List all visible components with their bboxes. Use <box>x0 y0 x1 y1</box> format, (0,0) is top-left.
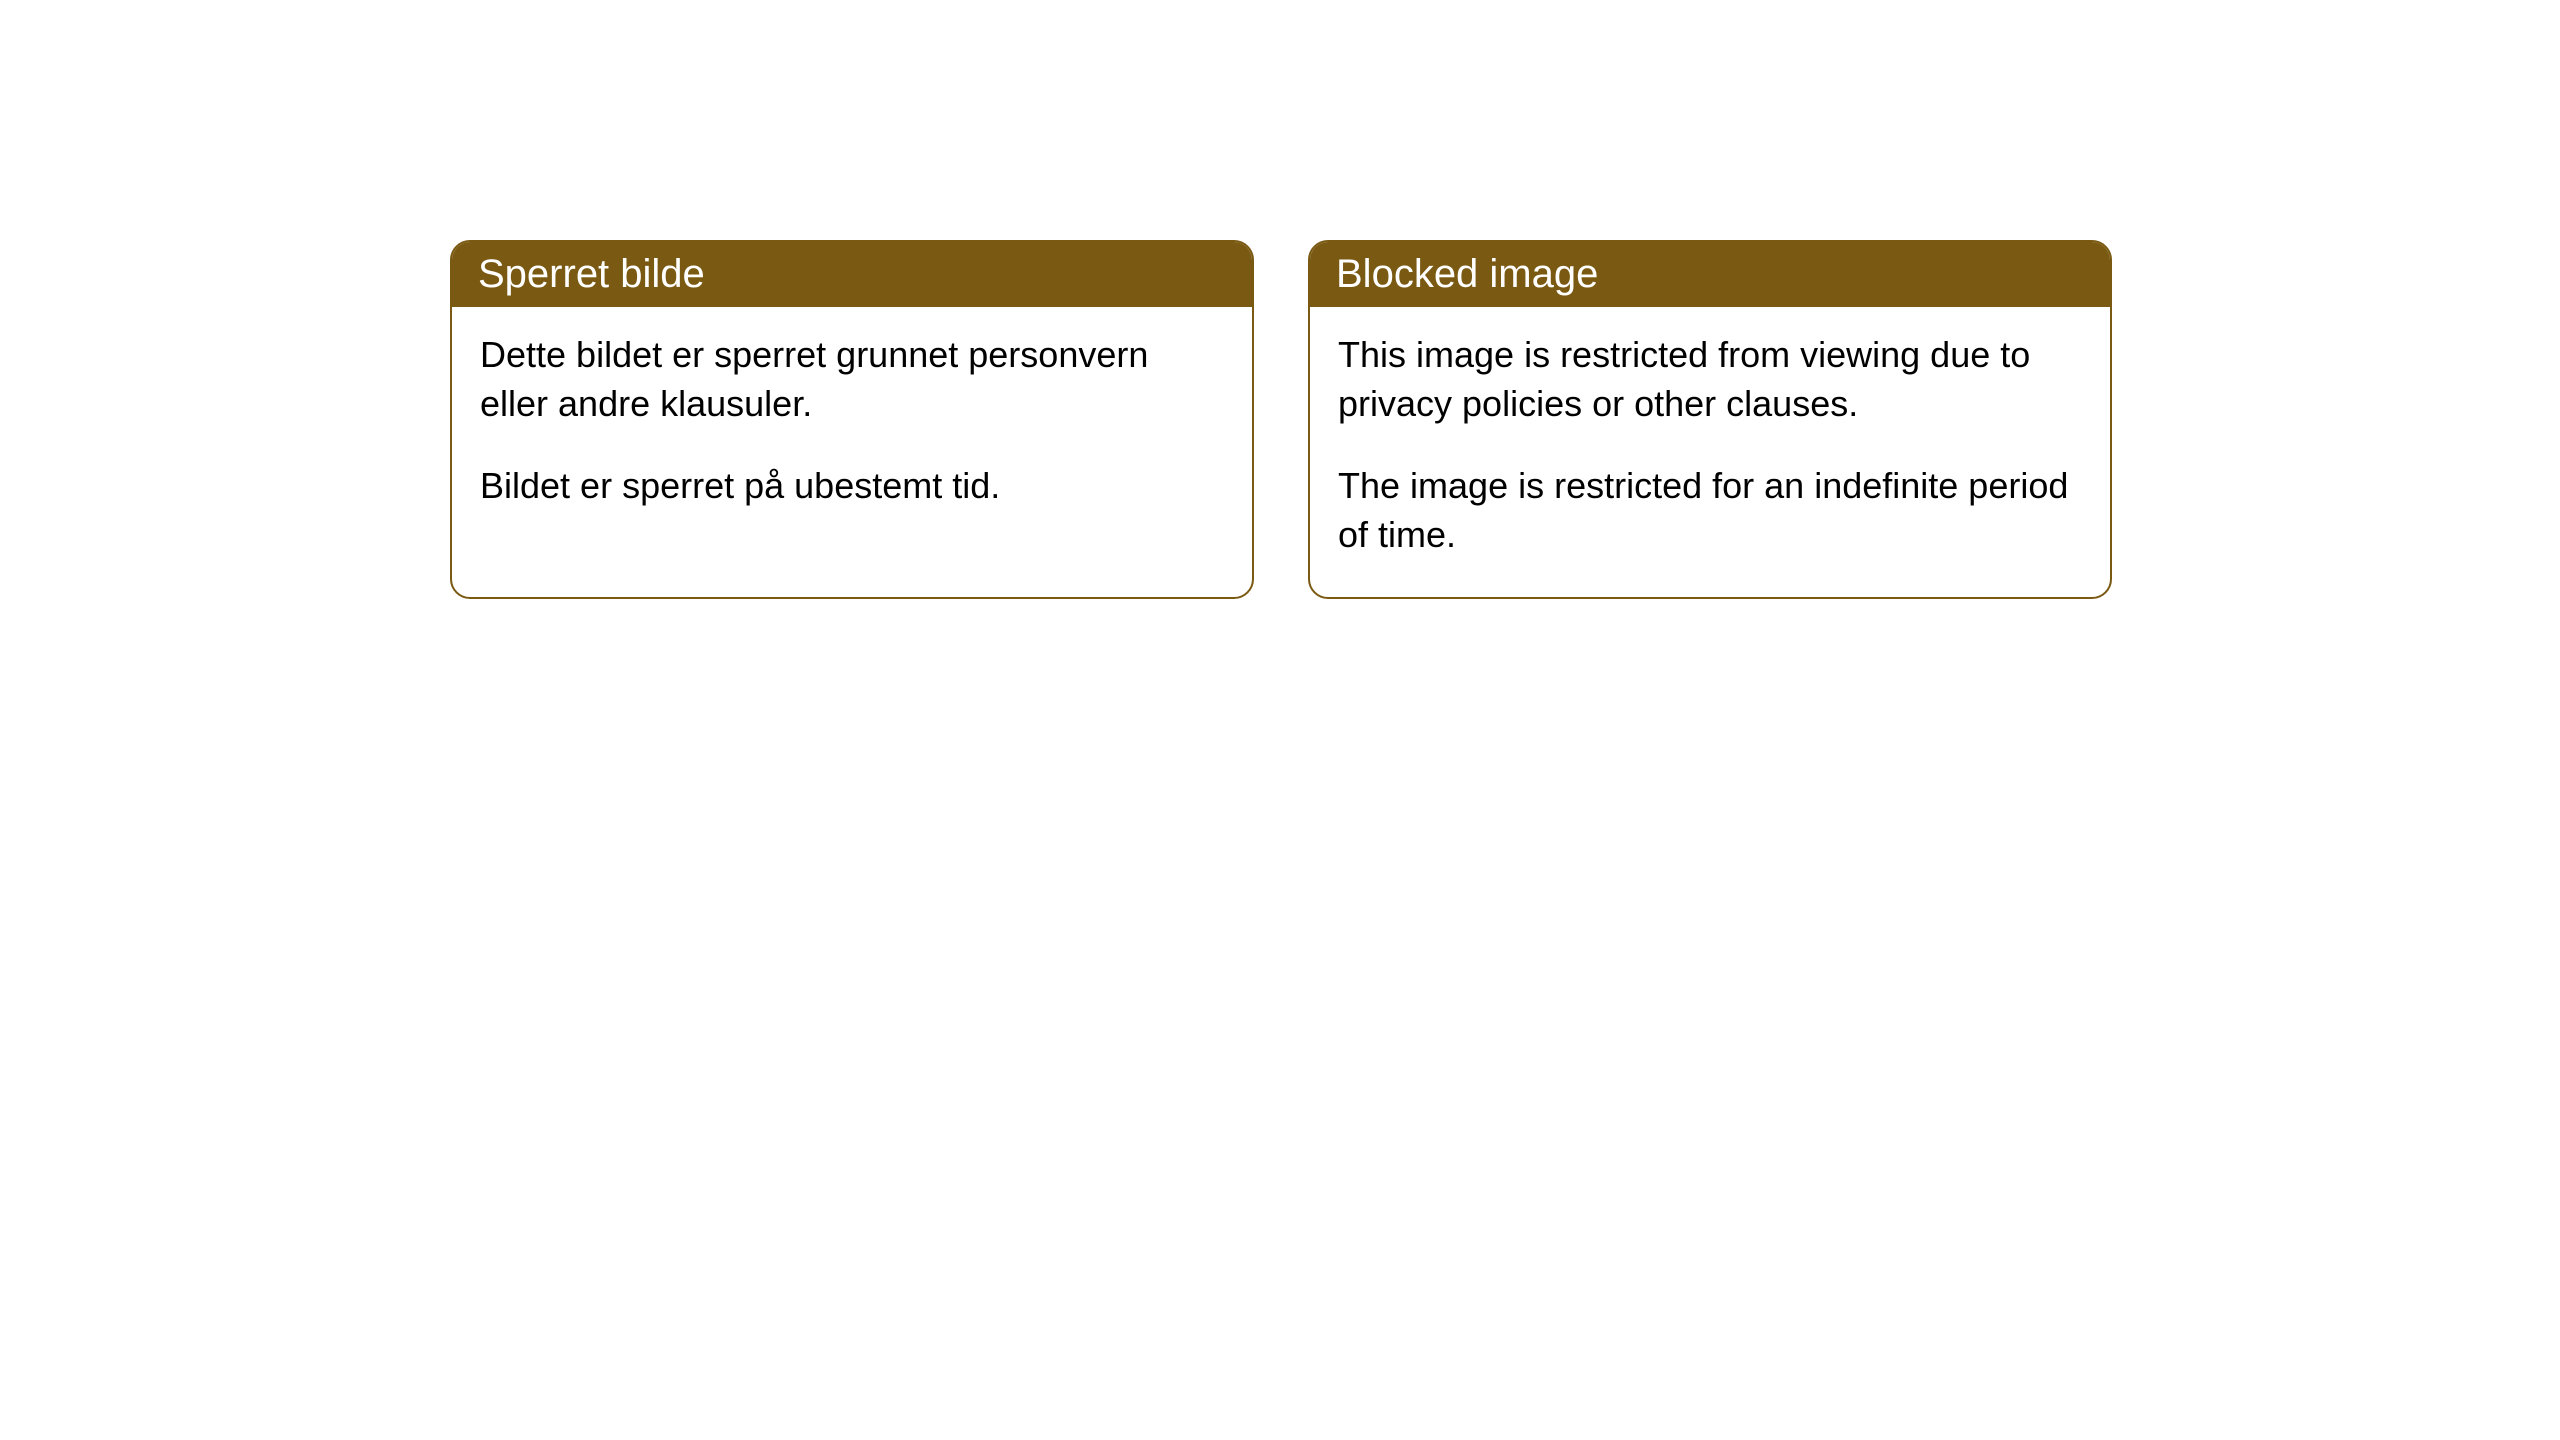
blocked-image-card-norwegian: Sperret bilde Dette bildet er sperret gr… <box>450 240 1254 599</box>
notice-paragraph-1: This image is restricted from viewing du… <box>1338 331 2082 428</box>
card-title-norwegian: Sperret bilde <box>452 242 1252 307</box>
card-body-norwegian: Dette bildet er sperret grunnet personve… <box>452 307 1252 549</box>
notice-paragraph-1: Dette bildet er sperret grunnet personve… <box>480 331 1224 428</box>
notice-paragraph-2: The image is restricted for an indefinit… <box>1338 462 2082 559</box>
blocked-image-card-english: Blocked image This image is restricted f… <box>1308 240 2112 599</box>
card-title-english: Blocked image <box>1310 242 2110 307</box>
card-body-english: This image is restricted from viewing du… <box>1310 307 2110 597</box>
notice-container: Sperret bilde Dette bildet er sperret gr… <box>0 0 2560 599</box>
notice-paragraph-2: Bildet er sperret på ubestemt tid. <box>480 462 1224 511</box>
